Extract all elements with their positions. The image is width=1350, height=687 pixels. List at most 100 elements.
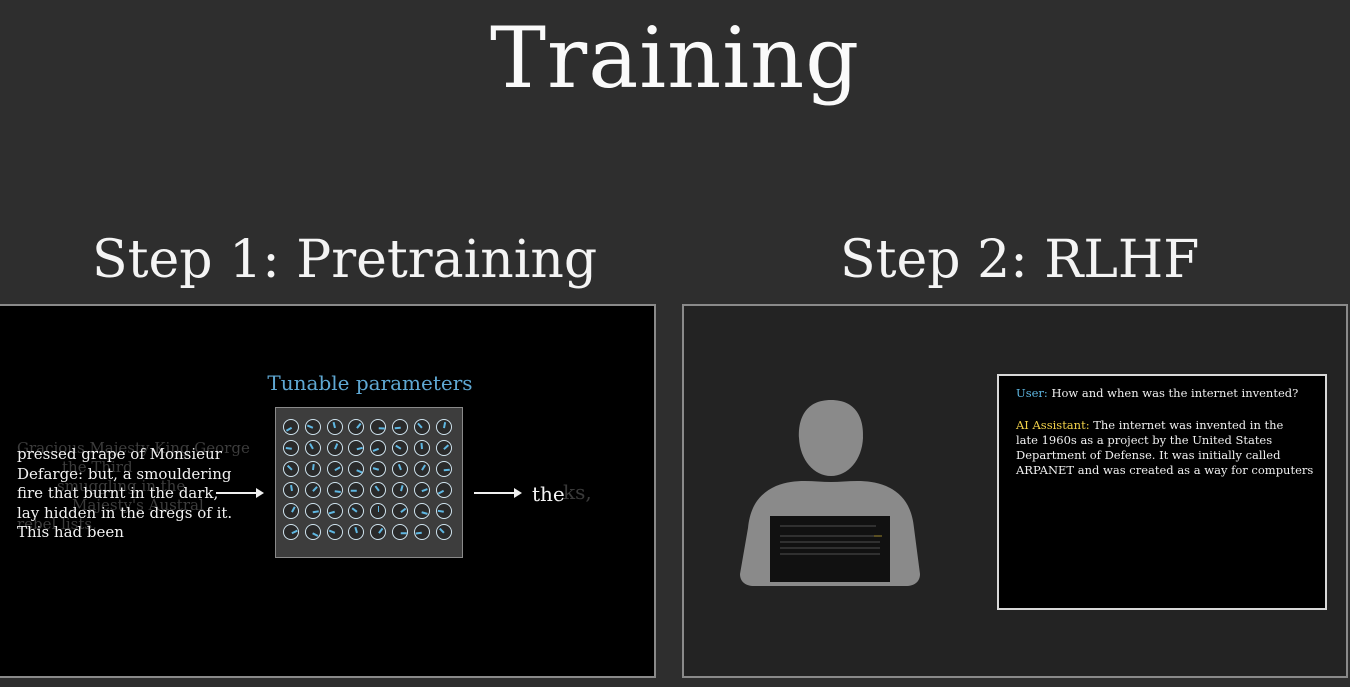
dial-needle (394, 427, 401, 430)
dial-needle (377, 506, 380, 512)
ai-message-line: Department of Defense. It was initially … (1016, 448, 1281, 462)
dial-needle (312, 510, 320, 513)
dial-icon (370, 482, 387, 498)
dial-needle (374, 485, 380, 492)
ai-message-line: ARPANET and was created as a way for com… (1016, 463, 1314, 477)
pretraining-panel: Gracious Majesty King George the Third s… (0, 304, 656, 678)
dial-icon (370, 461, 387, 477)
dial-icon (413, 461, 430, 477)
dial-icon (370, 503, 387, 519)
dial-needle (350, 490, 357, 492)
ghost-line: Majesty's Austral (72, 496, 204, 514)
tunable-parameters-box (275, 407, 463, 558)
dial-needle (290, 529, 298, 534)
dial-needle (334, 490, 341, 493)
dial-icon (348, 503, 365, 519)
dial-icon (304, 461, 321, 477)
dial-icon (348, 461, 365, 477)
dial-icon (392, 524, 408, 540)
dial-needle (356, 469, 363, 474)
dial-needle (438, 490, 445, 495)
dial-icon (326, 419, 343, 435)
ghost-line: the Third (62, 458, 133, 476)
input-line: fire that burnt in the dark, (17, 484, 219, 502)
chat-transcript: User: How and when was the internet inve… (997, 374, 1327, 610)
chat-ai-message: AI Assistant: The internet was invented … (1016, 418, 1314, 478)
input-line: pressed grape of Monsieur (17, 445, 222, 463)
dial-icon (413, 419, 430, 435)
dial-needle (328, 511, 336, 515)
dial-needle (439, 528, 445, 534)
dial-icon (304, 482, 321, 498)
dial-icon (413, 482, 430, 498)
dial-needle (397, 464, 401, 471)
dial-needle (400, 532, 407, 534)
step2-title: Step 2: RLHF (840, 230, 1200, 290)
dial-icon (283, 503, 299, 519)
chat-user-message: User: How and when was the internet inve… (1016, 386, 1308, 401)
dial-icon (392, 440, 408, 456)
dial-needle (285, 447, 292, 450)
dial-needle (394, 445, 401, 450)
input-line: lay hidden in the dregs of it. (17, 503, 233, 522)
dial-icon (370, 419, 387, 435)
dial-icon (413, 524, 430, 540)
user-message-text: How and when was the internet invented? (1051, 386, 1299, 400)
ai-message-line: late 1960s as a project by the United St… (1016, 433, 1273, 447)
user-role-label: User: (1016, 386, 1048, 400)
dial-icon (435, 440, 452, 456)
ghost-line: smuggling in the (57, 477, 186, 495)
dial-icon (326, 440, 343, 456)
dial-icon (326, 503, 343, 519)
dial-icon (392, 503, 408, 519)
dial-needle (443, 444, 449, 450)
tunable-parameters-label: Tunable parameters (267, 371, 473, 395)
dial-icon (348, 419, 365, 435)
dial-icon (326, 524, 343, 540)
dial-needle (399, 507, 406, 513)
dial-icon (392, 482, 408, 498)
ai-role-label: AI Assistant: (1016, 418, 1090, 432)
dial-needle (372, 448, 379, 452)
dial-needle (377, 527, 383, 534)
dial-needle (307, 424, 314, 429)
dial-icon (304, 503, 321, 519)
dial-needle (351, 507, 358, 513)
dial-needle (421, 488, 428, 492)
dial-needle (286, 465, 292, 471)
output-ghost-text: ks, (563, 480, 592, 504)
arrow-right-icon (216, 488, 264, 498)
ghost-line: Gracious Majesty King George (17, 439, 250, 457)
person-at-laptop-icon (740, 400, 920, 586)
dial-needle (312, 463, 315, 471)
dial-icon (348, 482, 365, 498)
dial-needle (421, 464, 426, 471)
dial-needle (372, 467, 379, 471)
dial-icon (304, 440, 321, 456)
dial-needle (356, 446, 363, 450)
dial-needle (309, 443, 314, 450)
arrow-right-icon (474, 488, 522, 498)
dial-needle (312, 532, 319, 537)
dial-icon (326, 461, 343, 477)
input-line: This had been (17, 523, 124, 541)
dial-needle (334, 466, 341, 471)
dial-icon (435, 461, 452, 477)
dial-needle (421, 511, 429, 515)
dial-needle (420, 442, 423, 450)
page-title: Training (490, 9, 860, 107)
dial-icon (304, 524, 321, 540)
dial-needle (354, 527, 358, 534)
dial-icon (413, 440, 430, 456)
dial-needle (443, 468, 450, 471)
dial-needle (437, 510, 444, 513)
dial-icon (283, 482, 299, 498)
dial-needle (332, 421, 336, 429)
dial-icon (435, 419, 452, 435)
dial-icon (304, 419, 321, 435)
input-line: Defarge: but, a smouldering (17, 464, 232, 483)
input-text: pressed grape of Monsieur Defarge: but, … (17, 445, 233, 543)
dial-needle (290, 506, 295, 513)
dial-icon (392, 419, 408, 435)
dial-needle (417, 423, 423, 429)
